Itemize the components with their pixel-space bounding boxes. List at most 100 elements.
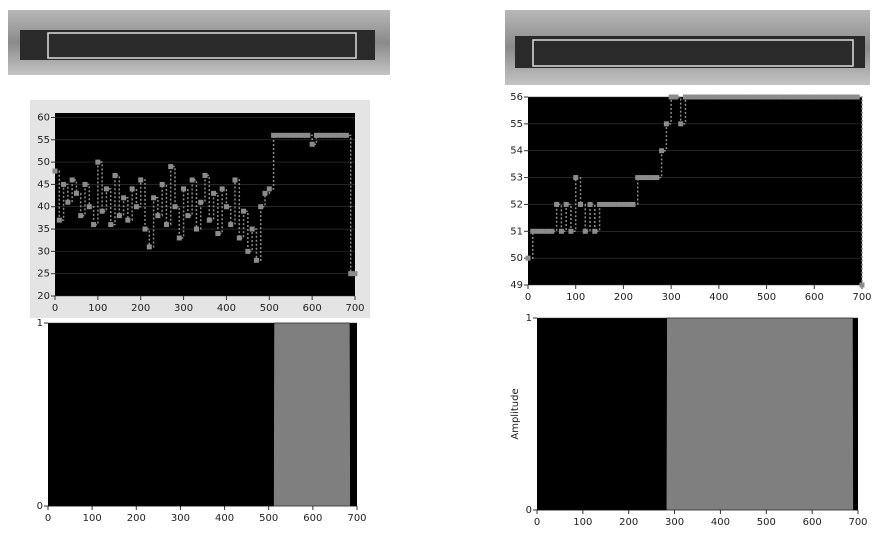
y-tick-label: 35 [37, 224, 50, 235]
data-point [616, 202, 621, 207]
data-point [559, 229, 564, 234]
data-point [305, 133, 310, 138]
data-point [224, 204, 229, 209]
data-point [318, 133, 323, 138]
y-tick-label: 20 [37, 291, 50, 302]
data-point [793, 95, 798, 100]
data-point [840, 95, 845, 100]
data-point [220, 186, 225, 191]
data-point [635, 175, 640, 180]
y-tick-label: 50 [37, 157, 50, 168]
x-tick-label: 100 [573, 517, 592, 528]
data-point [275, 133, 280, 138]
data-point [87, 204, 92, 209]
x-tick-label: 700 [345, 303, 364, 314]
data-point [573, 175, 578, 180]
data-point [340, 133, 345, 138]
data-point [74, 191, 79, 196]
data-point [607, 202, 612, 207]
data-point [245, 249, 250, 254]
data-point [592, 229, 597, 234]
data-point [147, 244, 152, 249]
data-point [712, 95, 717, 100]
y-tick-label: 54 [510, 146, 523, 157]
x-tick-label: 400 [217, 303, 236, 314]
data-point [797, 95, 802, 100]
data-point [185, 213, 190, 218]
data-point [640, 175, 645, 180]
data-point [203, 173, 208, 178]
data-point [568, 229, 573, 234]
data-point [850, 95, 855, 100]
y-tick-label: 49 [510, 280, 523, 291]
y-tick-label: 52 [510, 199, 523, 210]
data-point [621, 202, 626, 207]
data-point [750, 95, 755, 100]
x-tick-label: 100 [83, 513, 102, 524]
data-point [70, 177, 75, 182]
data-point [288, 133, 293, 138]
data-point [669, 95, 674, 100]
x-tick-label: 400 [215, 513, 234, 524]
y-tick-label: 1 [526, 313, 532, 324]
data-point [65, 200, 70, 205]
data-point [783, 95, 788, 100]
data-point [207, 218, 212, 223]
x-tick-label: 600 [303, 513, 322, 524]
x-tick-label: 0 [534, 517, 540, 528]
data-point [645, 175, 650, 180]
y-tick-label: 40 [37, 202, 50, 213]
data-point [693, 95, 698, 100]
data-point [740, 95, 745, 100]
data-point [228, 222, 233, 227]
data-point [735, 95, 740, 100]
data-point [597, 202, 602, 207]
data-point [271, 133, 276, 138]
data-point [194, 227, 199, 232]
y-tick-label: 0 [37, 501, 43, 512]
data-point [143, 227, 148, 232]
data-point [53, 169, 58, 174]
data-point [108, 222, 113, 227]
x-tick-label: 600 [805, 292, 824, 303]
x-tick-label: 200 [127, 513, 146, 524]
data-point [117, 213, 122, 218]
data-point [160, 182, 165, 187]
data-point [716, 95, 721, 100]
data-point [530, 229, 535, 234]
y-tick-label: 30 [37, 246, 50, 257]
data-point [583, 229, 588, 234]
data-point [812, 95, 817, 100]
data-point [233, 177, 238, 182]
data-point [697, 95, 702, 100]
data-point [807, 95, 812, 100]
y-tick-label: 60 [37, 112, 50, 123]
x-tick-label: 200 [619, 517, 638, 528]
data-point [284, 133, 289, 138]
x-tick-label: 700 [852, 292, 871, 303]
data-point [726, 95, 731, 100]
data-point [860, 283, 865, 288]
data-point [745, 95, 750, 100]
data-point [659, 148, 664, 153]
data-point [263, 191, 268, 196]
data-point [297, 133, 302, 138]
data-point [774, 95, 779, 100]
y-tick-label: 45 [37, 179, 50, 190]
y-tick-label: 55 [37, 135, 50, 146]
data-point [707, 95, 712, 100]
data-point [688, 95, 693, 100]
data-point [836, 95, 841, 100]
data-point [826, 95, 831, 100]
data-point [310, 142, 315, 147]
camera-image-right [505, 10, 870, 85]
y-axis-label: Amplitude [510, 388, 521, 439]
data-point [626, 202, 631, 207]
x-tick-label: 200 [131, 303, 150, 314]
data-point [650, 175, 655, 180]
y-tick-label: 50 [510, 253, 523, 264]
data-point [293, 133, 298, 138]
data-point [764, 95, 769, 100]
data-point [535, 229, 540, 234]
data-point [83, 182, 88, 187]
